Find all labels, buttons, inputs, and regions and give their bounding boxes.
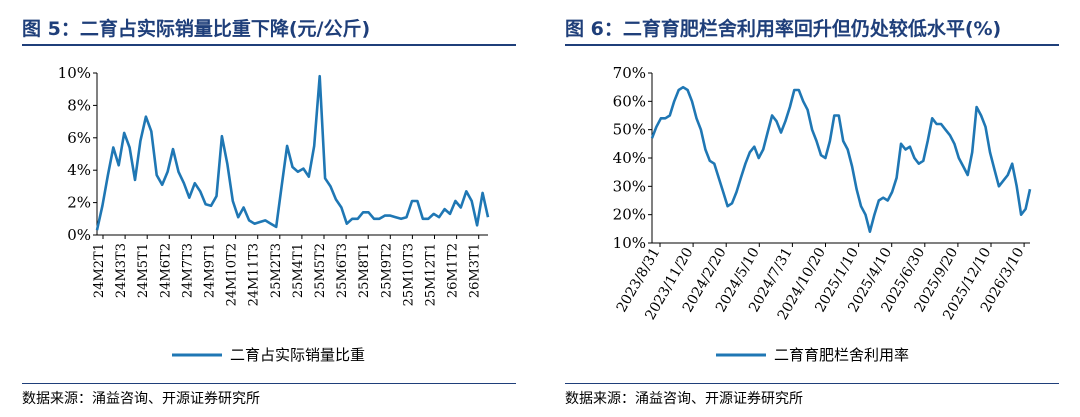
x-tick-label: 25M9T2 [379,243,394,298]
x-tick-label: 25M6T3 [335,243,350,298]
legend-label: 二育育肥栏舍利用率 [774,346,909,364]
x-tick-label: 24M7T3 [180,243,195,298]
y-tick-label: 4% [67,161,91,179]
y-tick-label: 70% [613,64,646,82]
x-tick-label: 24M11T3 [247,243,262,306]
x-tick-label: 24M2T1 [92,243,107,298]
title-rule-left [22,44,516,46]
x-tick-label: 25M8T1 [357,243,372,298]
x-tick-label: 25M5T2 [313,243,328,298]
chart-title-right: 图 6：二育育肥栏舍利用率回升但仍处较低水平(%) [565,18,1002,40]
y-tick-label: 10% [613,234,646,252]
x-tick-label: 24M3T3 [114,243,129,298]
x-tick-label: 24M9T1 [203,243,218,298]
y-tick-label: 60% [613,92,646,110]
footer-rule-right [565,383,1059,384]
x-tick-label: 24M5T1 [136,243,151,298]
legend-label: 二育占实际销量比重 [230,346,365,364]
y-tick-label: 0% [67,226,91,244]
y-tick-label: 8% [67,96,91,114]
y-tick-label: 10% [58,64,91,82]
series-line [95,74,490,231]
chart-title-left: 图 5：二育占实际销量比重下降(元/公斤) [22,18,371,40]
x-tick-label: 26M1T2 [446,243,461,298]
y-tick-label: 6% [67,129,91,147]
x-tick-label: 25M2T3 [269,243,284,298]
x-tick-label: 25M12T1 [424,243,439,306]
x-tick-label: 24M10T2 [225,243,240,306]
x-tick-label: 24M6T2 [158,243,173,298]
source-note-left: 数据来源：涌益咨询、开源证券研究所 [22,391,260,407]
y-tick-label: 30% [613,177,646,195]
y-tick-label: 40% [613,149,646,167]
series-line [650,85,1032,233]
footer-rule-left [22,383,516,384]
title-rule-right [565,44,1059,46]
x-tick-label: 26M3T1 [468,243,483,298]
y-tick-label: 20% [613,206,646,224]
y-tick-label: 2% [67,194,91,212]
y-tick-label: 50% [613,121,646,139]
x-tick-label: 25M10T3 [401,243,416,306]
x-tick-label: 25M4T1 [291,243,306,298]
source-note-right: 数据来源：涌益咨询、开源证券研究所 [565,391,803,407]
